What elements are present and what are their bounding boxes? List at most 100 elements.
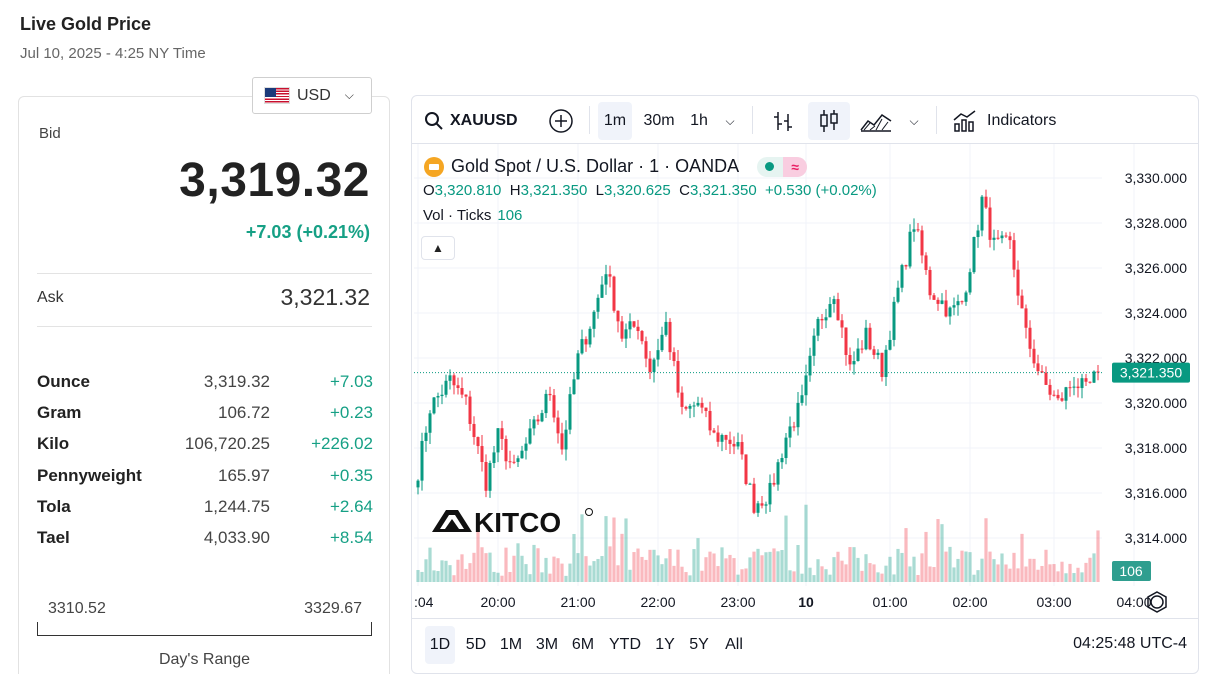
candle-body [508, 461, 512, 463]
candle-body [572, 379, 576, 395]
compare-button[interactable] [545, 102, 577, 140]
area-chart-style-button[interactable] [858, 102, 894, 140]
candle-body [916, 229, 920, 231]
candle-body [856, 348, 860, 362]
volume-bar [780, 550, 784, 582]
range-6m[interactable]: 6M [571, 636, 595, 653]
candle-body [1096, 371, 1100, 373]
volume-bar [1048, 564, 1052, 582]
bar-chart-style-button[interactable] [767, 102, 799, 140]
candle-body [644, 341, 648, 359]
volume-bar [692, 549, 696, 582]
volume-bar [1060, 561, 1064, 582]
candle-body [876, 352, 880, 355]
ask-label: Ask [37, 289, 64, 306]
candle-body [632, 321, 636, 327]
candle-body [624, 329, 628, 339]
volume-bar [1028, 558, 1032, 582]
volume-bar [972, 574, 976, 582]
candle-body [512, 461, 516, 463]
interval-dropdown-chevron-icon[interactable]: ⌵ [725, 113, 735, 128]
volume-bar [432, 570, 436, 582]
volume-bar [480, 547, 484, 582]
candle-body [432, 397, 436, 414]
unit-price: 106,720.25 [184, 434, 270, 454]
divider [37, 273, 372, 274]
candle-body [788, 426, 792, 438]
candle-body [464, 394, 468, 397]
candle-body [888, 339, 892, 350]
open-value: 3,320.810 [434, 182, 502, 199]
volume-bar [696, 538, 700, 582]
candle-body [420, 440, 424, 481]
candle-body [816, 318, 820, 336]
interval-1m[interactable]: 1m [598, 102, 632, 140]
symbol-search[interactable]: XAUUSD [424, 102, 524, 140]
interval-1h[interactable]: 1h [690, 112, 708, 129]
range-5d[interactable]: 5D [465, 636, 487, 653]
volume-bar [624, 518, 628, 582]
candle-body [892, 301, 896, 340]
candle-body [868, 327, 872, 350]
volume-bar [848, 547, 852, 582]
indicators-button[interactable]: Indicators [952, 102, 1072, 140]
chart-style-chevron-icon[interactable]: ⌵ [909, 113, 919, 128]
unit-name: Kilo [37, 434, 70, 454]
market-status-badge[interactable]: ≈ [757, 156, 808, 177]
range-5y[interactable]: 5Y [689, 636, 709, 653]
candle-body [1036, 363, 1040, 372]
y-axis-tick-label: 3,328.000 [1125, 215, 1187, 231]
volume-bar [1000, 553, 1004, 582]
candle-body [760, 503, 764, 506]
range-ytd[interactable]: YTD [609, 636, 641, 653]
settings-gear-icon[interactable] [1150, 595, 1164, 609]
currency-select[interactable]: USD ⌵ [252, 77, 372, 114]
candle-body [848, 355, 852, 365]
volume-bar [1044, 549, 1048, 582]
interval-30m[interactable]: 30m [643, 112, 675, 129]
volume-bar [820, 566, 824, 582]
candle-body [424, 432, 428, 441]
candle-body [732, 443, 736, 447]
candle-body [612, 276, 616, 311]
volume-badge-label: 106 [1119, 563, 1143, 579]
candle-chart-style-button[interactable] [808, 102, 850, 140]
volume-bar [700, 570, 704, 582]
volume-bar [984, 518, 988, 582]
candle-body [992, 237, 996, 240]
candle-body [592, 311, 596, 329]
candle-body [756, 503, 760, 513]
range-3m[interactable]: 3M [535, 636, 559, 653]
candle-body [1044, 372, 1048, 385]
volume-bar [644, 559, 648, 582]
volume-bar [428, 547, 432, 582]
range-1d[interactable]: 1D [425, 626, 455, 664]
volume-bar [724, 558, 728, 582]
candle-body [416, 480, 420, 488]
volume-bar [884, 565, 888, 582]
volume-bar [992, 559, 996, 582]
volume-bar [708, 551, 712, 582]
volume-bar [720, 547, 724, 582]
volume-bar [464, 568, 468, 582]
volume-bar [1076, 567, 1080, 582]
volume-bar [592, 561, 596, 582]
price-chart[interactable]: 3,330.000 3,328.000 3,326.000 3,324.000 3,32… [412, 96, 1199, 618]
range-1m[interactable]: 1M [499, 636, 523, 653]
collapse-legend-button[interactable]: ▲ [421, 236, 455, 260]
y-axis-tick-label: 3,318.000 [1125, 440, 1187, 456]
volume-bar [908, 566, 912, 582]
candle-body [676, 361, 680, 393]
chevron-up-icon: ▲ [432, 241, 444, 255]
candle-body [972, 237, 976, 273]
volume-bar [600, 556, 604, 582]
range-all[interactable]: All [725, 636, 743, 653]
high-value: 3,321.350 [520, 182, 588, 199]
candle-body [900, 265, 904, 288]
range-1y[interactable]: 1Y [655, 636, 675, 653]
candle-body [580, 339, 584, 354]
volume-badge [1112, 561, 1151, 581]
volume-bar [880, 573, 884, 582]
chart-clock[interactable]: 04:25:48 UTC-4 [1073, 635, 1187, 652]
ask-value: 3,321.32 [280, 284, 370, 310]
